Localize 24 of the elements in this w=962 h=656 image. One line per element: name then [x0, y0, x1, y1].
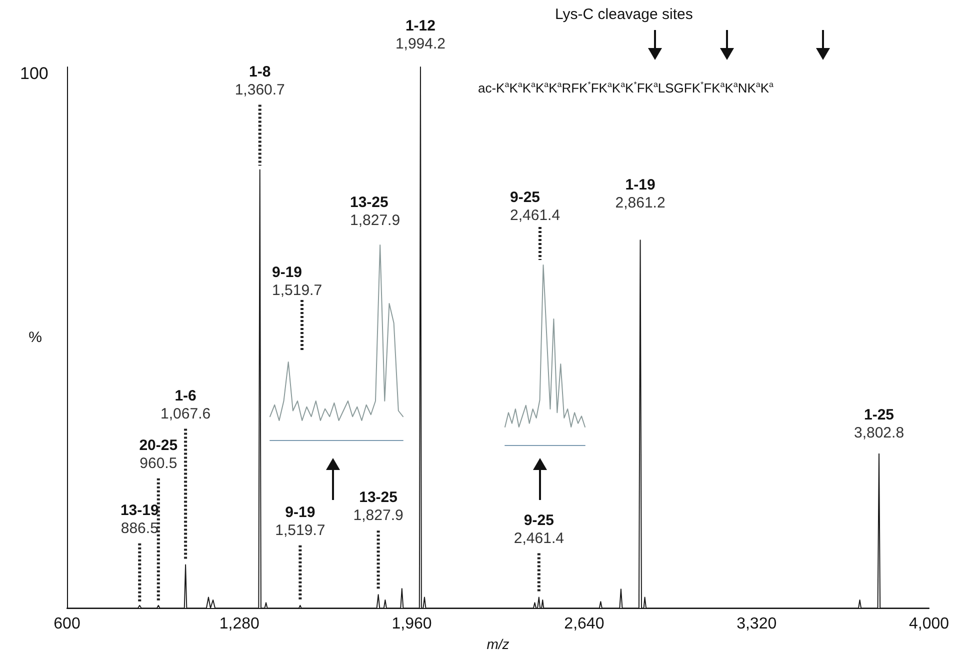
- annotation: 13-25 1,827.9: [350, 194, 400, 229]
- x-tick-label: 1,960: [392, 616, 432, 633]
- annotation: 1-8 1,360.7: [234, 63, 285, 98]
- annotation: 1-12 1,994.2: [395, 18, 446, 52]
- annotation: 9-19 1,519.7: [272, 264, 322, 299]
- x-tick-label: 4,000: [908, 616, 950, 633]
- x-axis-title: m/z: [486, 636, 510, 652]
- text: Lys-C cleavage sites: [555, 6, 693, 23]
- x-tick-label: 1,280: [219, 616, 260, 633]
- x-tick-label: 2,640: [564, 616, 604, 633]
- text: ac-K$^{a}$K$^{a}$K$^{a}$K$^{a}$K$^{a}$RFK$^{*}$FK$^{a}$K$^{a}$K$^{*}$FK$^{a}$LSGFK$^{*}$FK$^{a}$K$^{a}$NK$^{a}$K$^{a}$: [478, 80, 774, 96]
- x-tick-label: 3,320: [736, 616, 777, 633]
- annotation: 9-25 2,461.4: [514, 512, 564, 547]
- annotation: 1-6 1,067.6: [160, 387, 211, 422]
- text: 100: [20, 64, 48, 84]
- annotation: 1-19 2,861.2: [615, 176, 666, 212]
- annotation: 20-25 960.5: [139, 436, 178, 472]
- y-axis-title: %: [28, 329, 42, 346]
- x-tick-label: 600: [54, 616, 80, 633]
- annotation: 9-25 2,461.4: [510, 189, 560, 224]
- annotation: 13-19 886.5: [120, 502, 159, 537]
- annotation: 9-19 1,519.7: [275, 504, 326, 539]
- annotation: 1-25 3,802.8: [854, 406, 904, 442]
- annotation: 13-25 1,827.9: [353, 489, 404, 524]
